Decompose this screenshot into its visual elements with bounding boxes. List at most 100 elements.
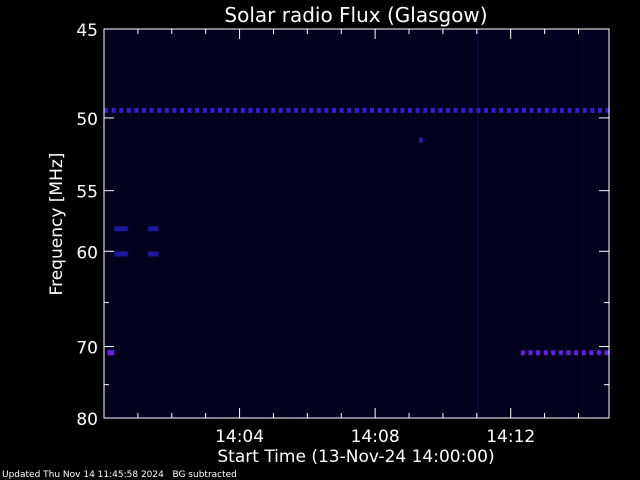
interference-band-segment xyxy=(195,107,200,113)
interference-band-segment xyxy=(605,107,610,113)
texture-stripe xyxy=(514,29,515,418)
texture-stripe xyxy=(222,29,223,418)
interference-band-segment xyxy=(104,107,108,113)
texture-stripe xyxy=(286,29,287,418)
interference-band-segment xyxy=(240,107,245,113)
texture-stripe xyxy=(190,29,191,418)
texture-stripe xyxy=(402,29,403,418)
interference-band-segment xyxy=(491,107,496,113)
interference-band-segment xyxy=(604,350,609,356)
texture-stripe xyxy=(542,29,543,418)
interference-band-segment xyxy=(157,107,162,113)
texture-stripe xyxy=(574,29,575,418)
short-burst xyxy=(114,251,128,257)
texture-stripe xyxy=(462,29,463,418)
texture-stripe xyxy=(326,29,327,418)
texture-stripe xyxy=(590,29,591,418)
interference-band-segment xyxy=(560,107,564,113)
texture-stripe xyxy=(578,29,579,418)
bright-column xyxy=(476,29,479,418)
texture-stripe xyxy=(366,29,367,418)
texture-stripe xyxy=(558,29,559,418)
interference-band-segment xyxy=(514,107,519,113)
texture-stripe xyxy=(322,29,323,418)
texture-stripe xyxy=(258,29,259,418)
chart-title: Solar radio Flux (Glasgow) xyxy=(224,3,487,27)
interference-band-segment xyxy=(180,107,184,113)
texture-stripe xyxy=(474,29,475,418)
texture-stripe xyxy=(494,29,495,418)
interference-band-segment xyxy=(529,107,534,113)
texture-stripe xyxy=(374,29,375,418)
interference-band-segment xyxy=(316,107,321,113)
texture-stripe xyxy=(510,29,511,418)
texture-stripe xyxy=(154,29,155,418)
texture-stripe xyxy=(270,29,271,418)
interference-band-segment xyxy=(543,350,548,356)
interference-band-segment xyxy=(149,107,154,113)
interference-band-segment xyxy=(598,107,602,113)
texture-stripe xyxy=(158,29,159,418)
y-axis-label: Frequency [MHz] xyxy=(47,153,67,296)
texture-stripe xyxy=(434,29,435,418)
interference-band-segment xyxy=(187,107,192,113)
interference-band-segment xyxy=(225,107,230,113)
texture-stripe xyxy=(482,29,483,418)
interference-band-segment xyxy=(377,107,382,113)
texture-stripe xyxy=(390,29,391,418)
interference-band-segment xyxy=(468,107,473,113)
y-tick-label: 80 xyxy=(76,410,98,430)
interference-band-segment xyxy=(528,350,533,356)
texture-stripe xyxy=(518,29,519,418)
interference-band-segment xyxy=(537,107,542,113)
y-tick-label: 55 xyxy=(76,183,98,203)
texture-stripe xyxy=(526,29,527,418)
texture-stripe xyxy=(450,29,451,418)
texture-stripe xyxy=(338,29,339,418)
texture-stripe xyxy=(142,29,143,418)
interference-band-segment xyxy=(558,350,563,356)
y-tick-label: 60 xyxy=(76,243,98,263)
texture-stripe xyxy=(122,29,123,418)
interference-band-segment xyxy=(332,107,336,113)
x-tick-label: 14:08 xyxy=(351,427,400,447)
texture-stripe xyxy=(266,29,267,418)
texture-stripe xyxy=(538,29,539,418)
texture-stripe xyxy=(602,29,603,418)
interference-band-segment xyxy=(522,107,526,113)
interference-band-segment xyxy=(499,107,504,113)
texture-stripe xyxy=(238,29,239,418)
texture-stripe xyxy=(318,29,319,418)
interference-band-segment xyxy=(552,107,557,113)
interference-band-segment xyxy=(581,350,586,356)
interference-band-segment xyxy=(544,107,549,113)
interference-band-segment xyxy=(551,350,556,356)
interference-band-segment xyxy=(408,107,412,113)
texture-stripe xyxy=(358,29,359,418)
texture-stripe xyxy=(302,29,303,418)
texture-stripe xyxy=(130,29,131,418)
texture-stripe xyxy=(198,29,199,418)
x-tick-label: 14:04 xyxy=(215,427,264,447)
texture-stripe xyxy=(254,29,255,418)
interference-band-segment xyxy=(218,107,222,113)
texture-stripe xyxy=(342,29,343,418)
interference-band-segment xyxy=(476,107,481,113)
interference-band-segment xyxy=(574,350,579,356)
texture-stripe xyxy=(210,29,211,418)
texture-stripe xyxy=(214,29,215,418)
bg-subtracted-note: BG subtracted xyxy=(172,470,237,480)
short-burst xyxy=(148,251,159,257)
interference-band-segment xyxy=(309,107,314,113)
interference-band-segment xyxy=(438,107,443,113)
texture-stripe xyxy=(410,29,411,418)
texture-stripe xyxy=(398,29,399,418)
plot-frame xyxy=(103,28,610,419)
texture-stripe xyxy=(174,29,175,418)
texture-stripe xyxy=(242,29,243,418)
texture-stripe xyxy=(290,29,291,418)
emission-features xyxy=(104,107,610,356)
interference-band-segment xyxy=(210,107,215,113)
texture-stripe xyxy=(250,29,251,418)
time-stripes xyxy=(106,29,607,418)
